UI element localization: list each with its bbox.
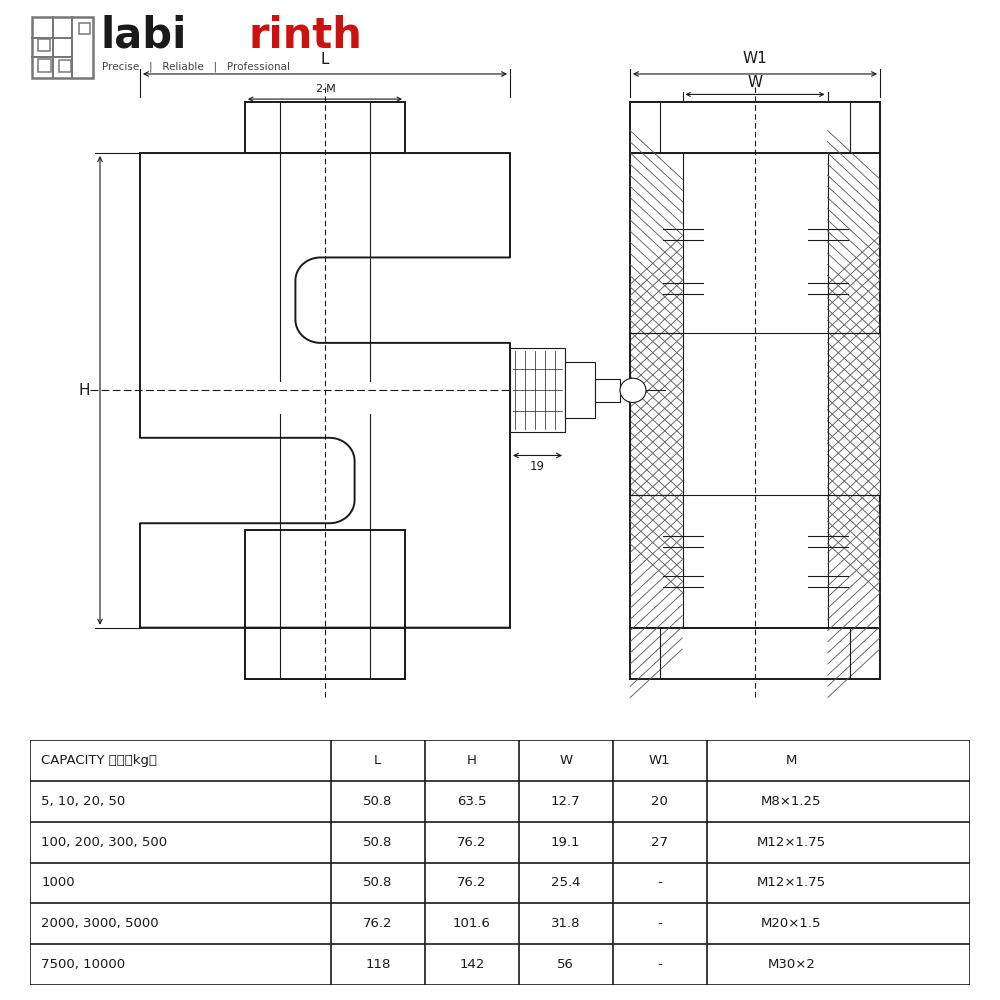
Text: W: W [747,75,763,90]
Text: 76.2: 76.2 [457,836,487,849]
Text: 56: 56 [557,958,574,971]
Text: Precise   |   Reliable   |   Professional: Precise | Reliable | Professional [102,62,290,73]
Text: rinth: rinth [249,15,363,57]
Bar [828,333,880,495]
Bar [630,102,880,153]
Text: -: - [657,876,662,889]
Text: 7500, 10000: 7500, 10000 [41,958,125,971]
Text: 12.7: 12.7 [551,795,581,808]
Text: 19.1: 19.1 [551,836,581,849]
Text: 50.8: 50.8 [363,836,392,849]
Text: 101.6: 101.6 [453,917,491,930]
Text: 50.8: 50.8 [363,876,392,889]
Text: labi: labi [100,15,186,57]
Text: M8×1.25: M8×1.25 [761,795,822,808]
Text: 50.8: 50.8 [363,795,392,808]
Bar [630,333,682,495]
Text: 5, 10, 20, 50: 5, 10, 20, 50 [41,795,126,808]
Text: 19: 19 [530,460,545,473]
Bar [38,39,50,51]
Bar [245,102,405,153]
Text: W1: W1 [649,754,671,767]
Bar [565,362,595,418]
Text: 100, 200, 300, 500: 100, 200, 300, 500 [41,836,167,849]
Text: H: H [78,383,90,398]
Text: M12×1.75: M12×1.75 [757,876,826,889]
Text: 25.4: 25.4 [551,876,581,889]
Bar [295,257,511,343]
Bar [630,628,880,679]
Bar [510,348,565,432]
Text: 63.5: 63.5 [457,795,487,808]
Text: CAPACITY 载荷（kg）: CAPACITY 载荷（kg） [41,754,157,767]
Text: L: L [374,754,381,767]
Bar [595,379,620,402]
Text: 20: 20 [651,795,668,808]
Text: 2-M: 2-M [315,84,335,94]
Text: 1000: 1000 [41,876,75,889]
Text: M: M [786,754,797,767]
Polygon shape [140,153,510,628]
Text: M20×1.5: M20×1.5 [761,917,822,930]
Text: -: - [657,917,662,930]
Bar [828,333,880,495]
Bar [245,628,405,679]
Bar [38,59,51,72]
Text: 118: 118 [365,958,390,971]
Bar [59,60,71,72]
Text: 76.2: 76.2 [363,917,393,930]
Text: 27: 27 [651,836,668,849]
Text: M12×1.75: M12×1.75 [757,836,826,849]
Text: 76.2: 76.2 [457,876,487,889]
Text: H: H [467,754,477,767]
Circle shape [620,378,646,402]
Text: L: L [321,52,329,67]
Bar [139,438,355,523]
Bar [245,530,405,679]
Text: W: W [559,754,572,767]
Bar [140,153,510,628]
Bar [630,153,880,628]
Text: 142: 142 [459,958,484,971]
Text: 31.8: 31.8 [551,917,581,930]
Text: M30×2: M30×2 [767,958,815,971]
Text: W1: W1 [743,51,767,66]
Text: -: - [657,958,662,971]
Text: 2000, 3000, 5000: 2000, 3000, 5000 [41,917,159,930]
Bar [79,23,90,34]
Bar [630,333,682,495]
